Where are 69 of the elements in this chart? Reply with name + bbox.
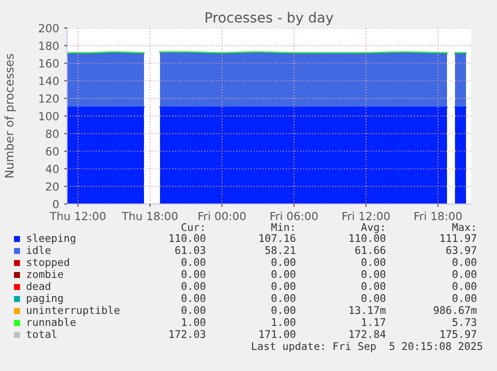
legend-label: runnable — [28, 318, 76, 326]
y-tick-label: 20 — [46, 182, 59, 191]
text: 110.00 — [350, 234, 386, 242]
legend-label: stopped — [27, 258, 69, 268]
text: 0.00 — [272, 306, 296, 314]
chart-title: Processes - by day — [206, 12, 334, 26]
text: 58.21 — [265, 246, 296, 254]
legend-label: paging — [26, 294, 63, 304]
text: 0.00 — [272, 294, 296, 302]
y-tick-label: 120 — [39, 94, 59, 103]
text: 110.00 — [170, 234, 206, 242]
text: 0.00 — [452, 270, 476, 278]
legend-label: total — [26, 330, 56, 338]
y-tick-label: 60 — [46, 147, 59, 156]
y-tick-label: 40 — [46, 164, 59, 174]
text: 63.97 — [446, 246, 476, 254]
x-tick-label: Thu 12:00 — [50, 212, 106, 220]
text: Min: — [271, 222, 294, 231]
text: 986.67m — [434, 306, 477, 314]
y-tick-label: 140 — [39, 76, 59, 86]
text: 0.00 — [182, 306, 206, 314]
x-tick-label: Fri 12:00 — [342, 212, 390, 220]
legend-label: dead — [26, 282, 50, 290]
y-tick-label: 100 — [39, 112, 59, 120]
text: 1.00 — [182, 318, 206, 326]
text: 1.17 — [362, 318, 386, 326]
x-tick-label: Fri 00:00 — [198, 212, 246, 220]
y-axis-title: Number of processes — [4, 54, 16, 178]
text: 13.17m — [350, 306, 386, 314]
text: 172.03 — [170, 330, 206, 338]
text: 175.97 — [440, 330, 476, 338]
text: 0.00 — [182, 282, 206, 290]
y-tick-label: 80 — [46, 130, 59, 138]
x-tick-label: Fri 18:00 — [414, 212, 462, 220]
text: 61.03 — [175, 246, 206, 254]
legend-label: uninterruptible — [26, 306, 120, 316]
legend-label: sleeping — [27, 234, 76, 244]
text: 0.00 — [362, 270, 386, 278]
y-tick-label: 0 — [53, 200, 59, 208]
text: 107.16 — [260, 234, 296, 242]
text: 0.00 — [272, 282, 296, 290]
text: 0.00 — [272, 258, 296, 266]
text: 171.00 — [260, 330, 296, 338]
text: 1.00 — [272, 318, 296, 326]
legend-label: idle — [26, 246, 50, 254]
text: 0.00 — [452, 282, 476, 290]
text: 5.73 — [452, 318, 476, 326]
x-tick-label: Fri 06:00 — [270, 212, 318, 220]
text: 0.00 — [362, 294, 386, 302]
text: Last update: Fri Sep 5 20:15:08 2025 — [252, 342, 482, 352]
text: 172.84 — [350, 330, 386, 338]
y-tick-label: 160 — [39, 59, 59, 68]
text: Cur: — [182, 223, 204, 232]
text: 0.00 — [182, 258, 206, 266]
text: 61.66 — [355, 246, 386, 254]
text: 0.00 — [272, 270, 296, 278]
y-tick-label: 180 — [39, 42, 59, 50]
text: 0.00 — [362, 282, 386, 290]
text: Max: — [452, 223, 474, 232]
text: 0.00 — [452, 294, 476, 302]
text: 0.00 — [182, 270, 206, 278]
text: 111.97 — [440, 234, 476, 242]
text: 0.00 — [362, 258, 386, 266]
text: 0.00 — [452, 258, 476, 266]
legend-label: zombie — [27, 270, 64, 278]
y-tick-label: 200 — [38, 24, 59, 32]
text: 0.00 — [182, 294, 206, 302]
text: Avg: — [361, 223, 384, 234]
x-tick-label: Thu 18:00 — [122, 212, 178, 220]
